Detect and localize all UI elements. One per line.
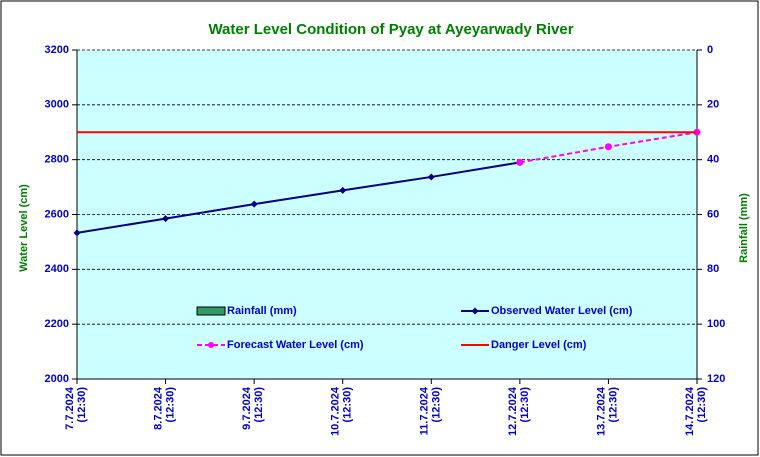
legend-label: Forecast Water Level (cm) (227, 339, 364, 351)
legend-label: Danger Level (cm) (491, 339, 587, 351)
x-tick-label: 11.7.2024(12:30) (418, 386, 442, 435)
y-tick-label: 2800 (45, 154, 69, 166)
y2-tick-label: 0 (707, 44, 713, 56)
x-tick-label-line: (12:30) (253, 387, 265, 423)
y2-tick-label: 100 (707, 318, 725, 330)
legend-marker (208, 342, 214, 348)
x-tick-label-line: 11.7.2024 (418, 386, 430, 435)
x-tick-label-line: (12:30) (607, 387, 619, 423)
y-tick-label: 2200 (45, 318, 69, 330)
y2-tick-label: 40 (707, 154, 719, 166)
x-tick-label-line: (12:30) (76, 387, 88, 423)
point (604, 143, 612, 151)
x-tick-label: 8.7.2024(12:30) (152, 386, 176, 430)
y2-tick-label: 20 (707, 99, 719, 111)
x-tick-label: 9.7.2024(12:30) (241, 386, 265, 430)
x-tick-label-line: 14.7.2024 (684, 386, 696, 436)
y-tick-label: 2000 (45, 373, 69, 385)
x-tick-label-line: (12:30) (342, 387, 354, 423)
y-axis-label: Water Level (cm) (18, 184, 30, 272)
point (162, 215, 170, 223)
x-tick-label-line: (12:30) (164, 387, 176, 423)
series-line (76, 161, 521, 234)
point (427, 173, 435, 181)
point (73, 229, 81, 237)
x-tick-label-line: 8.7.2024 (152, 386, 164, 430)
chart-title: Water Level Condition of Pyay at Ayeyarw… (208, 21, 573, 38)
legend-label: Rainfall (mm) (227, 305, 297, 317)
x-tick-label: 14.7.2024(12:30) (684, 386, 708, 436)
y-tick-label: 2600 (45, 208, 69, 220)
y2-axis-label: Rainfall (mm) (738, 193, 750, 263)
x-tick-label-line: (12:30) (519, 387, 531, 423)
x-tick-label: 10.7.2024(12:30) (330, 386, 354, 436)
y-tick-label: 3000 (45, 99, 69, 111)
x-tick-label-line: (12:30) (696, 387, 708, 423)
y-tick-label: 3200 (45, 44, 69, 56)
x-tick-label-line: (12:30) (430, 387, 442, 423)
x-tick-label: 13.7.2024(12:30) (595, 386, 619, 436)
y-tick-label: 2400 (45, 263, 69, 275)
point (250, 200, 258, 208)
legend-marker (471, 307, 479, 315)
y2-tick-label: 120 (707, 373, 725, 385)
point (516, 158, 524, 166)
y2-tick-label: 80 (707, 263, 719, 275)
y2-tick-label: 60 (707, 208, 719, 220)
x-tick-label-line: 12.7.2024 (507, 386, 519, 436)
x-tick-label-line: 10.7.2024 (330, 386, 342, 436)
x-tick-label: 12.7.2024(12:30) (507, 386, 531, 436)
point (339, 186, 347, 194)
legend-label: Observed Water Level (cm) (491, 305, 633, 317)
x-tick-label-line: 13.7.2024 (595, 386, 607, 436)
legend-swatch (196, 306, 226, 316)
x-tick-label-line: 7.7.2024 (64, 386, 76, 430)
x-tick-label-line: 9.7.2024 (241, 386, 253, 430)
x-tick-label: 7.7.2024(12:30) (64, 386, 88, 430)
